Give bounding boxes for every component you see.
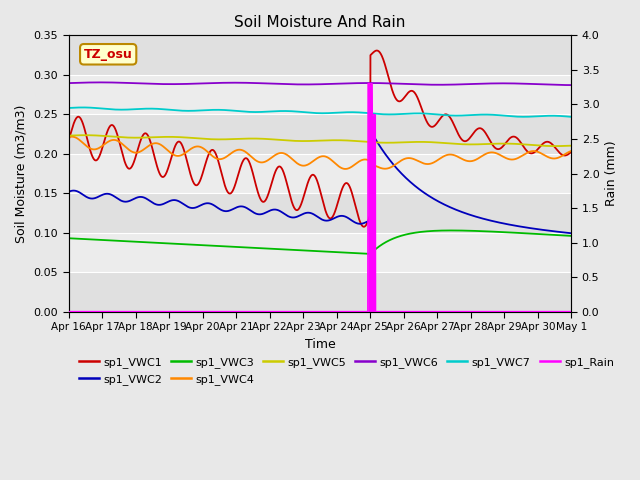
- Legend: sp1_VWC1, sp1_VWC2, sp1_VWC3, sp1_VWC4, sp1_VWC5, sp1_VWC6, sp1_VWC7, sp1_Rain: sp1_VWC1, sp1_VWC2, sp1_VWC3, sp1_VWC4, …: [74, 353, 618, 389]
- Bar: [68, 114, 572, 154]
- Bar: [68, 36, 572, 75]
- Y-axis label: Soil Moisture (m3/m3): Soil Moisture (m3/m3): [15, 104, 28, 243]
- Bar: [68, 75, 572, 114]
- Bar: [68, 233, 572, 272]
- X-axis label: Time: Time: [305, 337, 335, 351]
- Bar: [68, 272, 572, 312]
- Bar: [68, 154, 572, 193]
- Title: Soil Moisture And Rain: Soil Moisture And Rain: [234, 15, 406, 30]
- Y-axis label: Rain (mm): Rain (mm): [605, 141, 618, 206]
- Text: TZ_osu: TZ_osu: [84, 48, 132, 61]
- Bar: [68, 193, 572, 233]
